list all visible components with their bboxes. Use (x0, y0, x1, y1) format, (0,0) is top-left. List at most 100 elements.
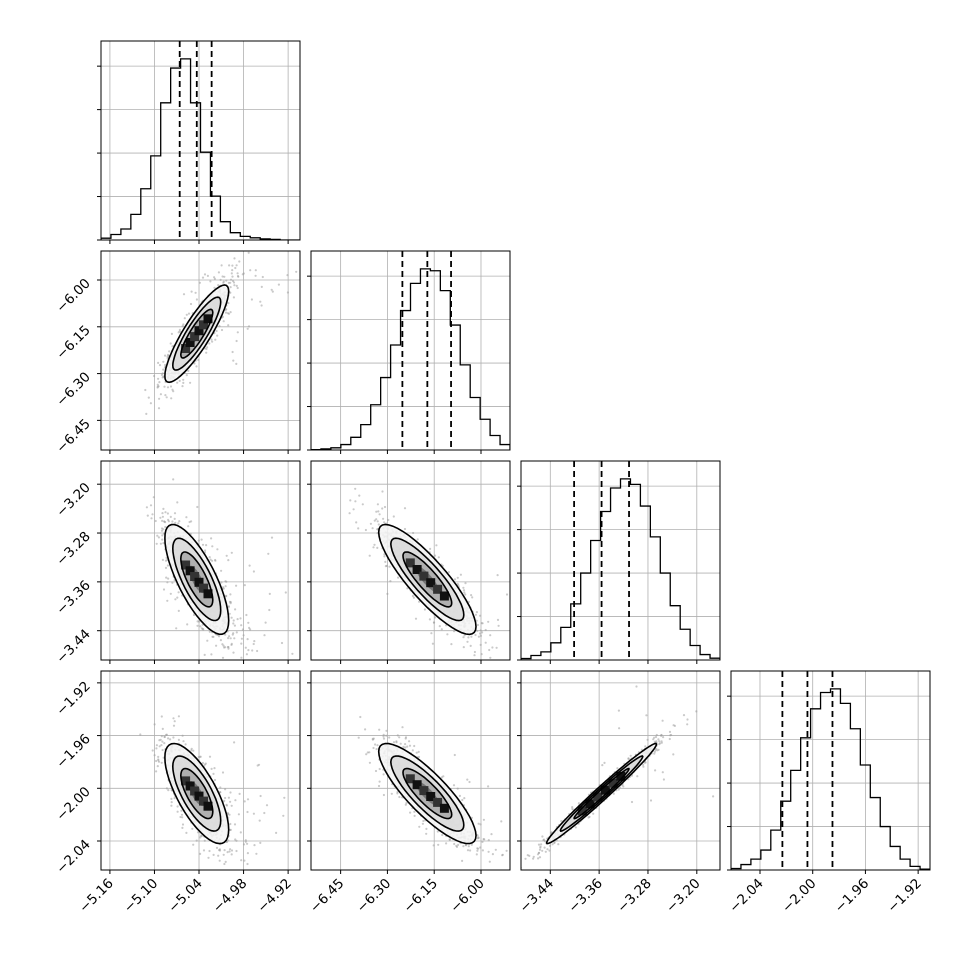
scatter-point (182, 378, 185, 381)
scatter-point (235, 264, 238, 267)
scatter-point (453, 630, 456, 633)
scatter-point (264, 621, 267, 624)
scatter-point (218, 325, 221, 328)
scatter-point (233, 624, 236, 627)
scatter-point (469, 644, 472, 648)
scatter-point (167, 789, 170, 792)
scatter-point (243, 668, 245, 670)
scatter-point (195, 365, 198, 368)
scatter-point (224, 595, 228, 598)
scatter-point (151, 749, 154, 752)
scatter-point (435, 544, 438, 547)
scatter-point (217, 854, 220, 857)
scatter-point (256, 649, 259, 653)
scatter-point (161, 538, 164, 541)
scatter-point (157, 759, 160, 762)
scatter-point (228, 612, 231, 615)
scatter-point (249, 269, 252, 272)
scatter-point (157, 755, 160, 759)
scatter-point (224, 585, 227, 588)
scatter-point (204, 549, 207, 552)
scatter-point (382, 737, 386, 740)
scatter-point (359, 715, 362, 719)
scatter-point (180, 809, 183, 812)
y-tick-label: −6.15 (53, 322, 94, 363)
scatter-point (203, 273, 207, 276)
scatter-point (153, 723, 156, 726)
scatter-point (173, 517, 176, 521)
scatter-point (488, 648, 491, 652)
scatter-point (228, 264, 231, 267)
scatter-point (300, 663, 302, 665)
scatter-point (173, 720, 176, 723)
scatter-point (171, 345, 174, 348)
scatter-point (199, 852, 202, 856)
scatter-point (161, 511, 164, 515)
scatter-point (221, 275, 224, 278)
scatter-point (177, 591, 180, 594)
x-tick-label: −5.04 (165, 876, 206, 917)
scatter-point (172, 390, 175, 393)
scatter-point (151, 513, 154, 516)
panel-3-0: −2.04−2.00−1.96−1.92−5.16 −5.10 −5.04 −4.98… (53, 670, 301, 917)
scatter-point (232, 619, 235, 622)
scatter-point (197, 539, 200, 542)
scatter-point (456, 582, 459, 586)
scatter-point (479, 632, 482, 635)
scatter-point (240, 661, 242, 663)
scatter-point (422, 819, 425, 823)
scatter-point (149, 402, 152, 405)
scatter-point (446, 633, 449, 636)
scatter-point (210, 653, 213, 656)
scatter-point (376, 503, 379, 506)
scatter-point (157, 377, 160, 380)
scatter-point (283, 796, 286, 799)
scatter-point (478, 662, 480, 664)
scatter-point (453, 842, 456, 846)
scatter-point (377, 510, 380, 513)
scatter-point (219, 639, 222, 642)
scatter-point (214, 338, 217, 341)
scatter-point (263, 811, 266, 815)
panel-1-1 (307, 250, 511, 454)
scatter-point (352, 508, 355, 511)
scatter-point (162, 542, 165, 545)
scatter-point (197, 358, 200, 362)
scatter-point (397, 576, 400, 579)
scatter-point (231, 264, 234, 267)
scatter-point (474, 633, 477, 637)
scatter-point (206, 639, 209, 642)
scatter-point (187, 369, 190, 372)
scatter-point (372, 546, 375, 549)
scatter-point (240, 642, 243, 645)
scatter-point (222, 587, 225, 590)
scatter-point (286, 274, 289, 277)
y-tick-label: −2.00 (53, 784, 94, 825)
scatter-point (473, 650, 476, 654)
scatter-point (467, 636, 470, 639)
scatter-point (166, 581, 169, 584)
scatter-point (223, 275, 226, 278)
scatter-point (511, 680, 513, 682)
scatter-point (166, 386, 170, 389)
scatter-point (495, 646, 498, 649)
scatter-point (240, 859, 243, 862)
scatter-point (162, 507, 165, 510)
contour-0 (179, 308, 214, 359)
scatter-point (213, 277, 216, 280)
scatter-point (183, 317, 186, 320)
scatter-point (234, 608, 237, 611)
scatter-point (245, 653, 248, 656)
scatter-point (185, 831, 188, 835)
scatter-point (235, 849, 238, 853)
contour-1 (171, 755, 222, 832)
scatter-point (173, 797, 176, 800)
scatter-point (229, 791, 232, 794)
scatter-point (403, 507, 407, 510)
scatter-point (210, 767, 213, 771)
scatter-point (218, 859, 221, 862)
scatter-point (203, 653, 206, 657)
scatter-point (169, 592, 172, 595)
scatter-point (188, 520, 191, 524)
scatter-point (413, 814, 416, 818)
